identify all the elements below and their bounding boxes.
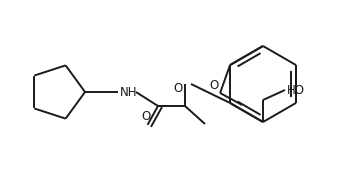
Text: O: O bbox=[142, 110, 151, 123]
Text: O: O bbox=[210, 79, 219, 92]
Text: NH: NH bbox=[120, 86, 138, 98]
Text: HO: HO bbox=[287, 84, 305, 96]
Text: O: O bbox=[174, 82, 183, 95]
